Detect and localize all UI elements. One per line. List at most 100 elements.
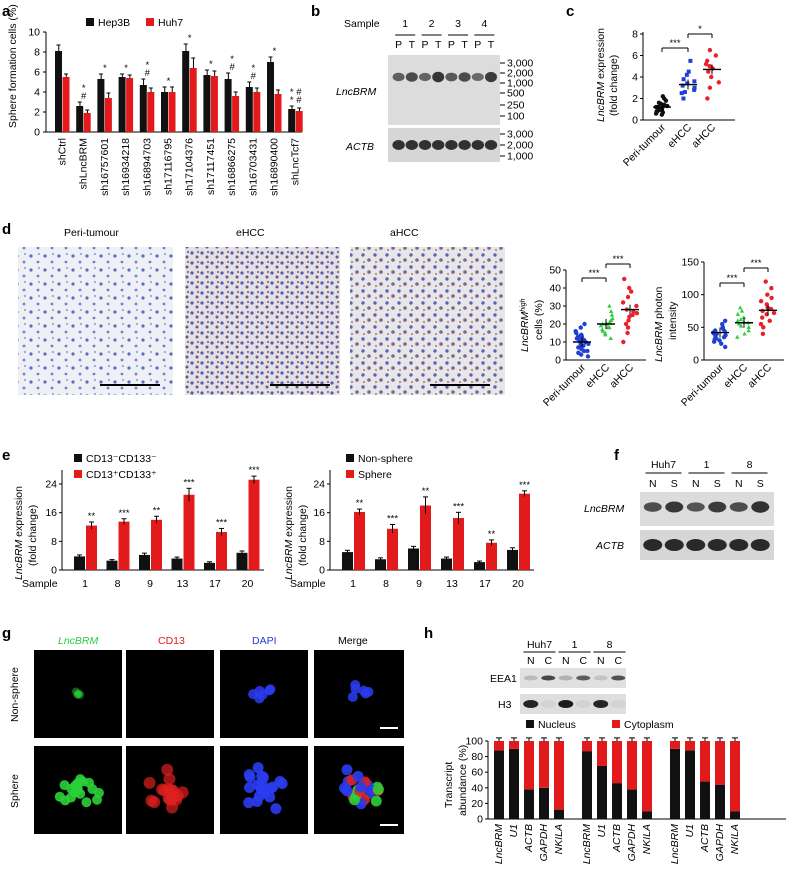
f-band-actb bbox=[750, 539, 770, 551]
g-cell bbox=[76, 690, 85, 699]
c-point bbox=[686, 69, 691, 74]
d2-y-tick-label: 0 bbox=[693, 355, 699, 367]
a-bar bbox=[97, 79, 105, 132]
g-col-cd13: CD13 bbox=[158, 635, 185, 647]
e2-legend-1: Non-sphere bbox=[358, 453, 413, 465]
h-band-h3 bbox=[575, 700, 591, 708]
b-ladder-label: 2,000 bbox=[507, 140, 533, 152]
d1-point bbox=[579, 334, 585, 339]
g-cell bbox=[355, 781, 367, 793]
a-bar bbox=[182, 51, 190, 132]
e1-bar bbox=[139, 554, 150, 570]
d1-point bbox=[582, 321, 587, 327]
f-lane-label: S bbox=[714, 478, 721, 490]
e1-x-label: 13 bbox=[177, 578, 189, 590]
c-x-label: eHCC bbox=[665, 121, 694, 150]
h-bar-cytoplasm bbox=[715, 741, 725, 785]
d-image-title-peri: Peri-tumour bbox=[64, 227, 119, 239]
c-point bbox=[692, 85, 697, 90]
a-bar bbox=[76, 106, 84, 132]
h-lane-label: N bbox=[527, 655, 535, 667]
e1-y-tick-label: 16 bbox=[45, 507, 57, 519]
h-lane-label: C bbox=[544, 655, 552, 667]
c-y-tick-label: 8 bbox=[632, 29, 638, 41]
h-band-h3 bbox=[523, 700, 539, 708]
h-x-label: U1 bbox=[596, 824, 608, 837]
d2-point bbox=[738, 323, 744, 328]
c-y-label-line2: (fold change) bbox=[608, 55, 620, 116]
a-sig-mark: # bbox=[145, 68, 151, 79]
g-cell bbox=[251, 795, 263, 807]
panel-label-a: a bbox=[2, 3, 11, 20]
h-bar-nucleus bbox=[539, 787, 549, 819]
e1-x-label: 8 bbox=[115, 578, 121, 590]
g-cell bbox=[248, 689, 259, 700]
h-band-h3 bbox=[558, 700, 574, 708]
h-bar-nucleus bbox=[670, 748, 680, 819]
c-point bbox=[705, 96, 710, 101]
d2-point bbox=[735, 334, 740, 339]
f-band-lncbrm bbox=[708, 501, 727, 513]
a-x-label: sh17104376 bbox=[184, 138, 196, 196]
b-ladder-label: 3,000 bbox=[507, 58, 533, 70]
h-bar-cytoplasm bbox=[494, 741, 504, 751]
a-x-label: sh16757601 bbox=[99, 138, 111, 196]
panel-f-blot: Huh7 1 8N S N S N S LncBRM ACTB bbox=[584, 459, 774, 560]
panel-label-f: f bbox=[614, 447, 620, 464]
g-cell bbox=[93, 787, 104, 798]
b-sample-number: 3 bbox=[455, 18, 461, 30]
h-row-h3: H3 bbox=[498, 699, 512, 711]
e2-bar bbox=[486, 542, 497, 570]
g-cell bbox=[274, 776, 286, 788]
d1-x-label: eHCC bbox=[583, 361, 612, 390]
h-bar-nucleus bbox=[700, 781, 710, 819]
e1-legend-swatch-1 bbox=[74, 454, 82, 462]
e1-bar bbox=[216, 532, 227, 570]
e2-sig-label: ** bbox=[488, 529, 496, 540]
h-bar-nucleus bbox=[554, 809, 564, 819]
b-row-lncbrm: LncBRM bbox=[336, 86, 377, 98]
a-bar bbox=[189, 68, 197, 132]
h-band-eea1 bbox=[576, 675, 591, 681]
a-bar bbox=[161, 92, 168, 132]
panel-label-g: g bbox=[2, 625, 11, 642]
d1-point bbox=[627, 314, 632, 319]
panel-g-microscopy: LncBRM CD13 DAPI Merge Non-sphere Sphere bbox=[9, 635, 404, 834]
d1-point bbox=[609, 312, 615, 317]
d2-point bbox=[758, 321, 764, 327]
c-point bbox=[684, 72, 689, 77]
c-y-tick-label: 2 bbox=[632, 93, 638, 105]
h-bar-cytoplasm bbox=[509, 741, 519, 749]
e1-x-label: 20 bbox=[242, 578, 254, 590]
h-y-tick-label: 100 bbox=[465, 736, 483, 748]
h-bar-nucleus bbox=[730, 811, 740, 819]
d1-point bbox=[578, 325, 583, 330]
h-x-label: NKILA bbox=[553, 824, 565, 854]
h-bar-cytoplasm bbox=[539, 741, 549, 788]
g-cell bbox=[145, 794, 158, 807]
h-legend-swatch-nucleus bbox=[526, 720, 534, 728]
a-y-tick-label: 10 bbox=[28, 27, 40, 39]
c-y-tick-label: 4 bbox=[632, 72, 638, 84]
e2-bar bbox=[507, 549, 518, 570]
c-y-label-line1: LncBRM expression bbox=[595, 28, 607, 122]
b-band-actb bbox=[405, 140, 418, 150]
b-sample-number: 4 bbox=[481, 18, 487, 30]
c-y-tick-label: 0 bbox=[632, 115, 638, 127]
d1-point bbox=[573, 329, 578, 334]
d1-x-label: aHCC bbox=[607, 361, 636, 390]
h-x-label: ACTB bbox=[611, 824, 623, 853]
a-y-tick-label: 2 bbox=[34, 107, 40, 119]
a-x-label: sh16866275 bbox=[226, 138, 238, 196]
h-lane-label: C bbox=[614, 655, 622, 667]
e1-bar bbox=[183, 494, 195, 570]
d-image-title-ehcc: eHCC bbox=[236, 227, 265, 239]
a-sig-mark: * bbox=[209, 59, 213, 70]
h-x-label: ACTB bbox=[523, 824, 535, 853]
f-lane-label: N bbox=[692, 478, 700, 490]
c-point bbox=[692, 87, 697, 92]
d2-point bbox=[719, 341, 724, 346]
e2-sample-label: Sample bbox=[290, 578, 326, 590]
d-image-title-ahcc: aHCC bbox=[390, 227, 419, 239]
